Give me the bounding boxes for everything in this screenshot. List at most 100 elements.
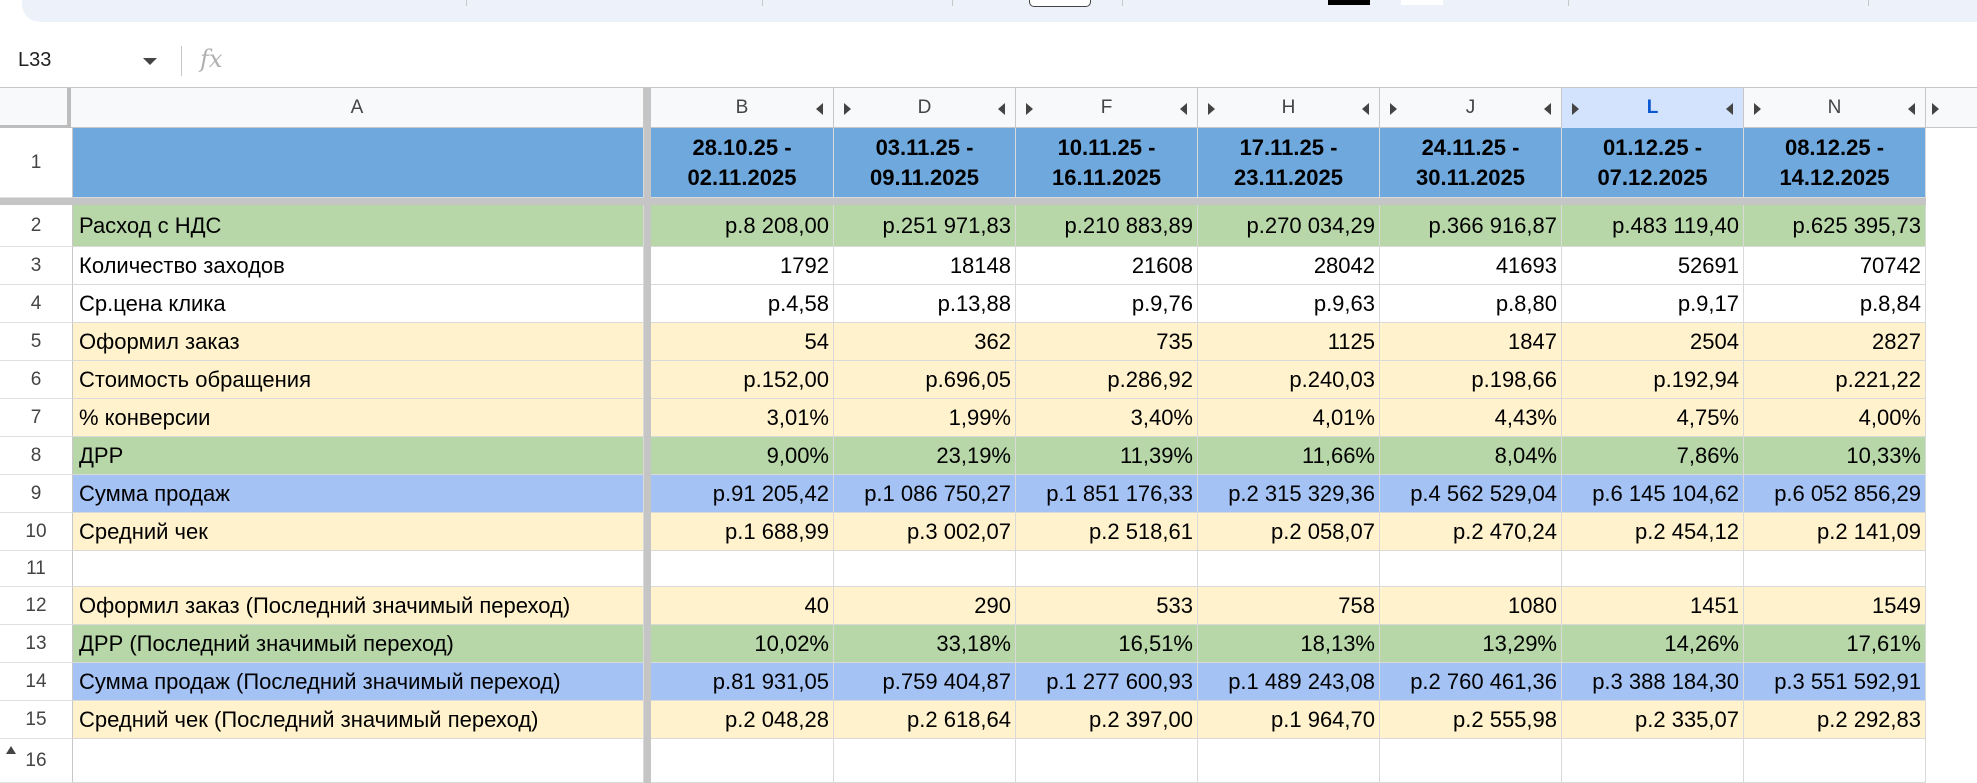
value-cell[interactable]: 54 [651, 323, 834, 361]
value-cell[interactable] [834, 551, 1016, 587]
value-cell[interactable]: 1847 [1380, 323, 1562, 361]
value-cell[interactable]: р.221,22 [1744, 361, 1926, 399]
collapsed-columns-right-arrow-icon[interactable] [1754, 103, 1761, 115]
name-box-dropdown-icon[interactable] [143, 58, 157, 65]
column-header-d[interactable]: D [834, 88, 1016, 128]
value-cell[interactable]: р.759 404,87 [834, 663, 1016, 701]
collapsed-columns-left-arrow-icon[interactable] [1726, 103, 1733, 115]
value-cell[interactable]: 7,86% [1562, 437, 1744, 475]
collapsed-columns-right-arrow-icon[interactable] [1572, 103, 1579, 115]
formula-input[interactable] [245, 44, 1945, 78]
collapsed-columns-left-arrow-icon[interactable] [816, 103, 823, 115]
collapsed-columns-left-arrow-icon[interactable] [998, 103, 1005, 115]
value-cell[interactable]: 14,26% [1562, 625, 1744, 663]
value-cell[interactable]: 40 [651, 587, 834, 625]
value-cell[interactable]: р.198,66 [1380, 361, 1562, 399]
row-number[interactable]: 11 [0, 551, 73, 587]
value-cell[interactable]: 18,13% [1198, 625, 1380, 663]
column-header-a[interactable]: A [71, 88, 644, 128]
value-cell[interactable]: 4,01% [1198, 399, 1380, 437]
value-cell[interactable]: 13,29% [1380, 625, 1562, 663]
row-number[interactable]: 15 [0, 701, 73, 739]
value-cell[interactable]: р.13,88 [834, 285, 1016, 323]
metric-label-cell[interactable]: ДРР [73, 437, 644, 475]
value-cell[interactable]: р.2 315 329,36 [1198, 475, 1380, 513]
row-number[interactable]: 2 [0, 205, 73, 247]
collapsed-columns-right-arrow-icon[interactable] [1932, 103, 1939, 115]
collapsed-columns-right-arrow-icon[interactable] [1208, 103, 1215, 115]
value-cell[interactable]: р.1 086 750,27 [834, 475, 1016, 513]
row-number[interactable]: 12 [0, 587, 73, 625]
value-cell[interactable]: 758 [1198, 587, 1380, 625]
column-header-b[interactable]: B [651, 88, 834, 128]
column-header-n[interactable]: N [1744, 88, 1926, 128]
value-cell[interactable]: 33,18% [834, 625, 1016, 663]
value-cell[interactable]: р.9,17 [1562, 285, 1744, 323]
metric-label-cell[interactable]: Сумма продаж [73, 475, 644, 513]
value-cell[interactable]: 28042 [1198, 247, 1380, 285]
value-cell[interactable]: р.366 916,87 [1380, 205, 1562, 247]
value-cell[interactable]: 4,75% [1562, 399, 1744, 437]
metric-label-cell[interactable]: Оформил заказ [73, 323, 644, 361]
value-cell[interactable] [1562, 739, 1744, 783]
value-cell[interactable]: р.8,84 [1744, 285, 1926, 323]
metric-label-cell[interactable]: Количество заходов [73, 247, 644, 285]
row-number[interactable]: 3 [0, 247, 73, 285]
date-range-header[interactable]: 28.10.25 - 02.11.2025 [651, 128, 834, 198]
value-cell[interactable]: 16,51% [1016, 625, 1198, 663]
value-cell[interactable]: р.2 048,28 [651, 701, 834, 739]
collapsed-columns-right-arrow-icon[interactable] [844, 103, 851, 115]
value-cell[interactable]: 362 [834, 323, 1016, 361]
value-cell[interactable]: р.2 470,24 [1380, 513, 1562, 551]
value-cell[interactable]: р.2 555,98 [1380, 701, 1562, 739]
value-cell[interactable] [1016, 739, 1198, 783]
select-all-corner[interactable] [0, 88, 71, 129]
value-cell[interactable]: 9,00% [651, 437, 834, 475]
value-cell[interactable]: р.81 931,05 [651, 663, 834, 701]
value-cell[interactable]: р.286,92 [1016, 361, 1198, 399]
date-range-header[interactable]: 10.11.25 - 16.11.2025 [1016, 128, 1198, 198]
value-cell[interactable]: 11,66% [1198, 437, 1380, 475]
value-cell[interactable]: р.2 760 461,36 [1380, 663, 1562, 701]
text-color-swatch[interactable] [1328, 0, 1370, 5]
value-cell[interactable]: р.1 851 176,33 [1016, 475, 1198, 513]
value-cell[interactable]: 1451 [1562, 587, 1744, 625]
value-cell[interactable] [1380, 739, 1562, 783]
metric-label-cell[interactable]: Средний чек (Последний значимый переход) [73, 701, 644, 739]
value-cell[interactable]: р.210 883,89 [1016, 205, 1198, 247]
value-cell[interactable]: 1080 [1380, 587, 1562, 625]
column-header-h[interactable]: H [1198, 88, 1380, 128]
row-number[interactable]: 14 [0, 663, 73, 701]
row-number[interactable]: 1 [0, 128, 73, 198]
date-range-header[interactable]: 01.12.25 - 07.12.2025 [1562, 128, 1744, 198]
value-cell[interactable]: 735 [1016, 323, 1198, 361]
value-cell[interactable]: 2827 [1744, 323, 1926, 361]
value-cell[interactable]: р.270 034,29 [1198, 205, 1380, 247]
value-cell[interactable]: 21608 [1016, 247, 1198, 285]
collapsed-columns-left-arrow-icon[interactable] [1180, 103, 1187, 115]
metric-label-cell[interactable]: Средний чек [73, 513, 644, 551]
row-number[interactable]: 9 [0, 475, 73, 513]
metric-label-cell[interactable] [73, 739, 644, 783]
date-range-header[interactable]: 24.11.25 - 30.11.2025 [1380, 128, 1562, 198]
value-cell[interactable]: 23,19% [834, 437, 1016, 475]
header-cell-a[interactable] [73, 128, 644, 198]
metric-label-cell[interactable]: Оформил заказ (Последний значимый перехо… [73, 587, 644, 625]
row-number[interactable]: 7 [0, 399, 73, 437]
value-cell[interactable]: 2504 [1562, 323, 1744, 361]
value-cell[interactable]: р.2 058,07 [1198, 513, 1380, 551]
value-cell[interactable] [1198, 739, 1380, 783]
value-cell[interactable] [1744, 739, 1926, 783]
date-range-header[interactable]: 03.11.25 - 09.11.2025 [834, 128, 1016, 198]
value-cell[interactable]: 10,02% [651, 625, 834, 663]
value-cell[interactable]: р.2 141,09 [1744, 513, 1926, 551]
value-cell[interactable]: 3,40% [1016, 399, 1198, 437]
value-cell[interactable]: р.2 292,83 [1744, 701, 1926, 739]
collapsed-columns-left-arrow-icon[interactable] [1362, 103, 1369, 115]
value-cell[interactable]: 18148 [834, 247, 1016, 285]
value-cell[interactable]: 1,99% [834, 399, 1016, 437]
value-cell[interactable]: р.9,63 [1198, 285, 1380, 323]
value-cell[interactable]: р.483 119,40 [1562, 205, 1744, 247]
value-cell[interactable]: р.2 618,64 [834, 701, 1016, 739]
value-cell[interactable]: 70742 [1744, 247, 1926, 285]
